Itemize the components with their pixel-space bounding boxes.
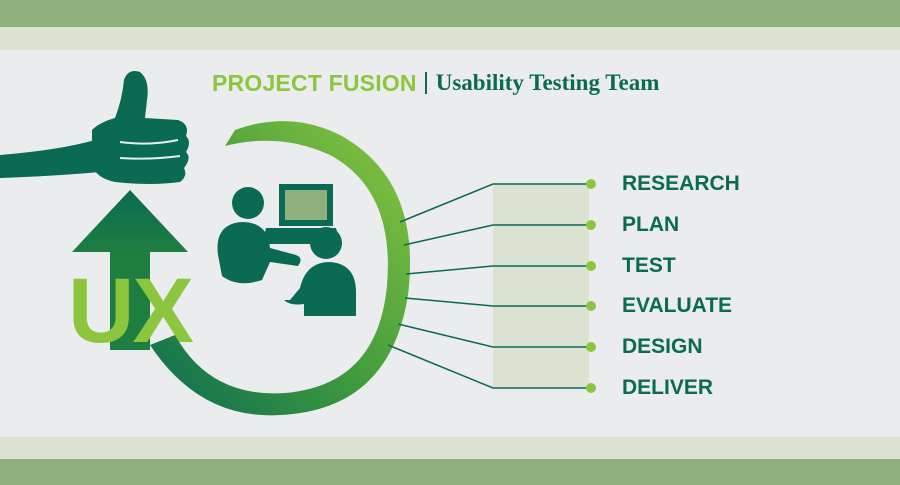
step-evaluate: EVALUATE [622,294,733,317]
bottom-band [0,459,900,485]
step-dot [586,301,596,311]
step-dots [586,179,596,393]
step-deliver: DELIVER [622,376,714,399]
up-arrow-icon [72,190,188,350]
step-dot [586,383,596,393]
step-dot [586,220,596,230]
step-test: TEST [622,254,676,277]
step-research: RESEARCH [622,172,740,195]
team-name: Usability Testing Team [435,70,660,95]
bottom-band-light [0,437,900,459]
people-laptop-icon [217,184,356,316]
step-connectors [387,183,590,389]
step-dot [586,261,596,271]
project-name: PROJECT FUSION [212,69,417,96]
step-dot [586,179,596,189]
step-design: DESIGN [622,335,703,358]
thumbs-up-icon [0,71,189,184]
top-band-light [0,27,900,50]
step-dot [586,342,596,352]
top-band [0,0,900,27]
ux-badge: UX [68,260,193,362]
title-divider [424,72,427,94]
page-title: PROJECT FUSION Usability Testing Team [212,66,659,100]
steps-panel [493,183,589,388]
step-plan: PLAN [622,213,680,236]
